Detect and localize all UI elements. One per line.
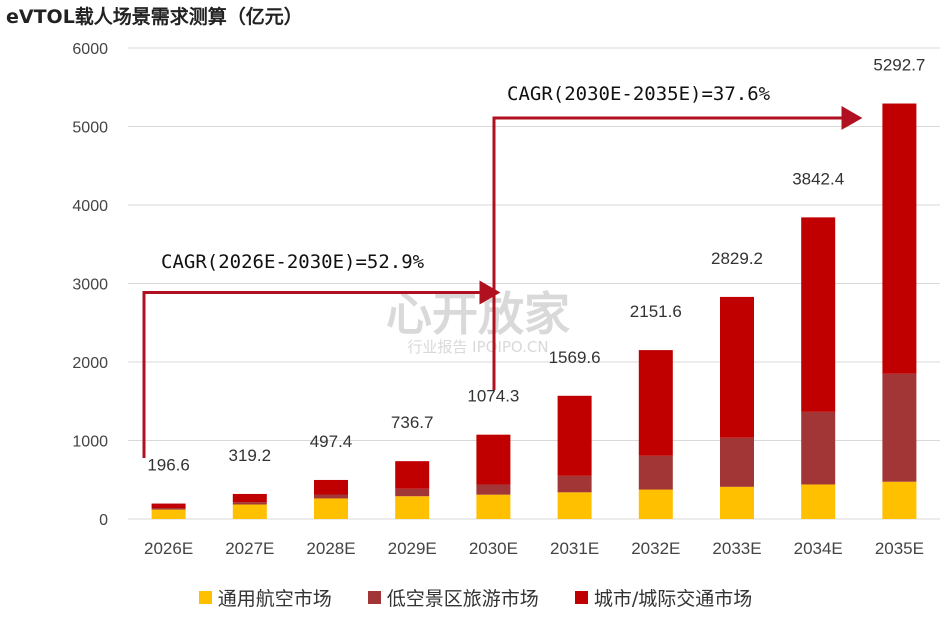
- legend: 通用航空市场 低空景区旅游市场 城市/城际交通市场: [0, 584, 951, 611]
- y-tick-label: 5000: [72, 120, 108, 137]
- bar-segment-3: [314, 479, 348, 495]
- bar-segment-1: [395, 496, 430, 519]
- bar-segment-3: [638, 350, 673, 456]
- bar-segment-2: [314, 494, 348, 499]
- bar-segment-1: [801, 484, 836, 519]
- data-label: 736.7: [391, 413, 434, 432]
- watermark-main: 心开放家: [386, 287, 570, 341]
- data-label: 196.6: [147, 456, 190, 475]
- data-label: 1074.3: [467, 387, 519, 406]
- bar-segment-1: [314, 498, 348, 519]
- bar-segment-2: [638, 455, 673, 490]
- bar-segment-3: [395, 461, 430, 489]
- bar-segment-1: [557, 492, 592, 519]
- bar-segment-3: [720, 296, 754, 438]
- bar-segment-3: [151, 503, 186, 509]
- x-tick-label: 2034E: [794, 539, 843, 558]
- x-tick-label: 2032E: [631, 539, 680, 558]
- data-label: 2151.6: [630, 302, 682, 321]
- x-tick-label: 2031E: [550, 539, 599, 558]
- x-tick-label: 2030E: [469, 539, 518, 558]
- bar-segment-1: [638, 489, 673, 519]
- y-tick-label: 2000: [72, 355, 108, 372]
- cagr-label: CAGR(2030E-2035E)=37.6%: [507, 83, 771, 105]
- x-tick-label: 2035E: [875, 539, 924, 558]
- bar-segment-1: [476, 494, 511, 519]
- bar-segment-2: [557, 475, 592, 493]
- legend-swatch: [198, 591, 212, 604]
- bar-segment-1: [882, 481, 917, 519]
- x-tick-label: 2027E: [225, 539, 274, 558]
- bar-segment-3: [557, 395, 592, 476]
- cagr-label: CAGR(2026E-2030E)=52.9%: [161, 251, 425, 273]
- bar-segment-1: [232, 504, 267, 519]
- data-label: 319.2: [229, 446, 272, 465]
- bar-segment-2: [232, 502, 267, 505]
- bar-segment-3: [882, 103, 917, 374]
- bar-segment-2: [476, 484, 511, 495]
- legend-swatch: [367, 591, 381, 604]
- bar-segment-3: [801, 217, 836, 412]
- x-tick-label: 2026E: [144, 539, 193, 558]
- data-label: 497.4: [310, 432, 353, 451]
- bar-segment-2: [801, 411, 836, 485]
- y-tick-label: 3000: [72, 277, 108, 294]
- legend-label: 低空景区旅游市场: [386, 588, 539, 610]
- data-label: 1569.6: [549, 348, 601, 367]
- bar-segment-2: [151, 508, 186, 510]
- data-label: 2829.2: [711, 249, 763, 268]
- bar-segment-3: [476, 434, 511, 485]
- data-label: 5292.7: [873, 56, 925, 75]
- data-label: 3842.4: [792, 169, 844, 188]
- chart-title: eVTOL载人场景需求测算（亿元）: [6, 6, 303, 28]
- legend-label: 城市/城际交通市场: [593, 588, 753, 610]
- y-tick-label: 4000: [72, 198, 108, 215]
- bar-segment-2: [882, 373, 917, 482]
- bar-segment-3: [232, 493, 267, 503]
- y-tick-label: 6000: [72, 41, 108, 58]
- watermark: 心开放家 行业报告 IPOIPO.CN: [386, 287, 570, 356]
- legend-item-tourism: 低空景区旅游市场: [367, 584, 539, 611]
- x-tick-label: 2029E: [388, 539, 437, 558]
- cagr-arrow: [492, 105, 863, 390]
- y-tick-label: 0: [99, 512, 108, 529]
- watermark-sub: 行业报告 IPOIPO.CN: [407, 338, 548, 356]
- bar-segment-2: [720, 437, 754, 487]
- x-tick-label: 2033E: [712, 539, 761, 558]
- y-tick-label: 1000: [72, 434, 108, 451]
- bar-segment-1: [720, 486, 754, 519]
- bar-segment-2: [395, 488, 430, 497]
- legend-swatch: [574, 591, 588, 604]
- legend-item-urban-transport: 城市/城际交通市场: [574, 584, 753, 611]
- legend-item-general-aviation: 通用航空市场: [198, 584, 332, 611]
- cagr-arrow: [142, 280, 501, 458]
- x-tick-label: 2028E: [306, 539, 355, 558]
- legend-label: 通用航空市场: [217, 588, 332, 610]
- bar-segment-1: [151, 509, 186, 519]
